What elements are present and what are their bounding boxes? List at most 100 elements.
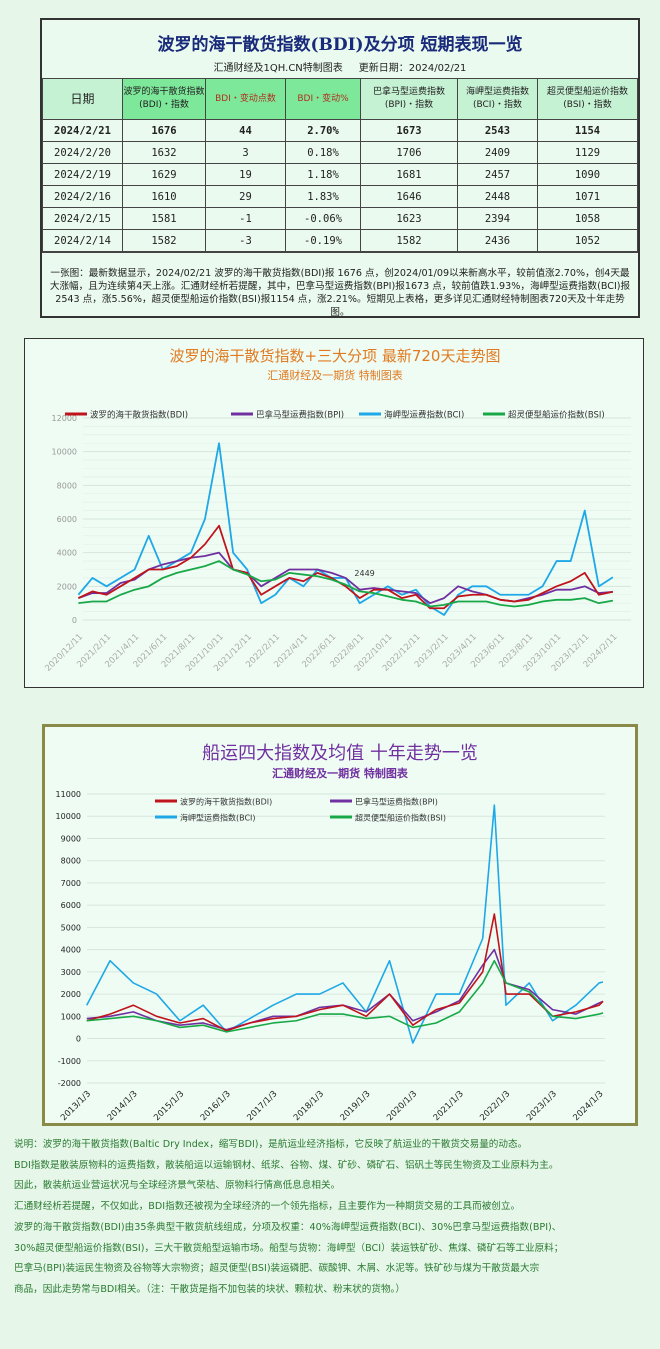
description-line: 说明：波罗的海干散货指数(Baltic Dry Index，缩写BDI)，是航运… [14,1139,528,1150]
table-subtitle: 汇通财经及1QH.CN特制图表 更新日期：2024/02/21 [42,59,638,74]
table-cell: 1129 [537,141,638,164]
table-cell: 2024/2/16 [42,185,123,208]
series-line-bdi [86,913,604,1032]
table-cell: 1623 [360,207,458,230]
description-line: 巴拿马(BPI)装运民生物资及谷物等大宗物资；超灵便型(BSI)装运磷肥、碳酸钾… [14,1263,540,1275]
header-bdi-change-pct: BDI・变动% [285,78,361,120]
table-cell: 1052 [537,229,638,252]
series-line-bsi [78,560,614,608]
bdi-summary-table-panel: 波罗的海干散货指数(BDI)及分项 短期表现一览 汇通财经及1QH.CN特制图表… [40,18,640,318]
series-line-bpi [78,551,613,605]
table-cell: 2409 [457,141,538,164]
table-row: 2024/2/20 1632 3 0.18% 1706 2409 1129 [42,141,638,164]
y-tick-label: 11000 [56,790,81,799]
table-cell: 1.18% [285,163,361,186]
table-cell: 2394 [457,207,538,230]
legend-label-bdi: 波罗的海干散货指数(BDI) [180,797,272,807]
table-cell: 1632 [122,141,206,164]
legend-label-bdi: 波罗的海干散货指数(BDI) [90,410,188,421]
y-tick-label: 1000 [61,1012,81,1021]
table-cell: 44 [205,119,286,142]
table-cell: 1090 [537,163,638,186]
y-tick-label: 0 [72,616,77,625]
y-tick-label: 10000 [56,812,81,821]
table-cell: 2024/2/15 [42,207,123,230]
description: 说明：波罗的海干散货指数(Baltic Dry Index，缩写BDI)，是航运… [14,1135,654,1301]
y-tick-label: 8000 [57,481,77,490]
table-cell: 2543 [457,119,538,142]
table-updated: 更新日期：2024/02/21 [358,63,467,74]
y-tick-label: 12000 [52,414,77,423]
table-cell: 2024/2/20 [42,141,123,164]
table-cell: 1154 [537,119,638,142]
y-tick-label: 2000 [57,582,77,591]
series-line-bpi [86,948,604,1031]
table-cell: 1629 [122,163,206,186]
table-cell: -3 [205,229,286,252]
description-line: 商品，因此走势常与BDI相关。（注：干散货是指不加包装的块状、颗粒状、粉末状的货… [14,1283,405,1295]
x-tick-label: 2021/1/3 [432,1089,466,1123]
table-cell: 2.70% [285,119,361,142]
header-bdi-change: BDI・变动点数 [205,78,286,120]
table-cell: 1071 [537,185,638,208]
table-cell: -0.19% [285,229,361,252]
header-bpi: 巴拿马型运费指数(BPI)・指数 [360,78,458,120]
description-line: 汇通财经析若提醒，不仅如此，BDI指数还被视为全球经济的一个领先指标，且主要作为… [14,1201,521,1213]
table-row: 2024/2/21 1676 44 2.70% 1673 2543 1154 [42,119,638,142]
x-tick-label: 2017/1/3 [245,1089,279,1123]
table-row: 2024/2/14 1582 -3 -0.19% 1582 2436 1052 [42,229,638,252]
y-tick-label: 4000 [57,549,77,558]
table-cell: 2436 [457,229,538,252]
legend-label-bsi: 超灵便型船运价指数(BSI) [355,813,446,823]
series-line-bci [86,804,604,1044]
x-tick-label: 2020/1/3 [385,1089,419,1123]
x-tick-label: 2016/1/3 [199,1089,233,1123]
table-cell: 3 [205,141,286,164]
table-cell: 2024/2/19 [42,163,123,186]
y-tick-label: 10000 [52,448,77,457]
y-tick-label: -1000 [58,1057,81,1066]
legend-label-bci: 海岬型运费指数(BCI) [384,410,464,421]
table-cell: 2024/2/21 [42,119,123,142]
x-tick-label: 2014/1/3 [106,1089,140,1123]
bdi-table: 日期 波罗的海干散货指数(BDI)・指数 BDI・变动点数 BDI・变动% 巴拿… [42,78,638,252]
chart-title: 船运四大指数及均值 十年走势一览 [202,743,478,764]
table-cell: 1706 [360,141,458,164]
table-cell: 1676 [122,119,206,142]
table-cell: 1058 [537,207,638,230]
table-cell: 29 [205,185,286,208]
annotation-label: 2449 [354,569,374,578]
header-bdi: 波罗的海干散货指数(BDI)・指数 [122,78,206,120]
legend-label-bci: 海岬型运费指数(BCI) [180,813,256,823]
y-tick-label: 0 [76,1035,81,1044]
legend-label-bpi: 巴拿马型运费指数(BPI) [355,797,438,807]
table-cell: 19 [205,163,286,186]
table-cell: 1673 [360,119,458,142]
table-row: 2024/2/19 1629 19 1.18% 1681 2457 1090 [42,163,638,186]
table-cell: -0.06% [285,207,361,230]
series-line-bsi [86,959,604,1033]
table-cell: 1581 [122,207,206,230]
y-tick-label: 5000 [61,923,81,932]
table-cell: 2457 [457,163,538,186]
table-cell: 1582 [360,229,458,252]
table-cell: 2448 [457,185,538,208]
x-tick-label: 2018/1/3 [292,1089,326,1123]
table-cell: 1646 [360,185,458,208]
table-cell: 1582 [122,229,206,252]
table-cell: 1.83% [285,185,361,208]
table-row: 2024/2/15 1581 -1 -0.06% 1623 2394 1058 [42,207,638,230]
y-tick-label: -2000 [58,1079,81,1088]
y-tick-label: 8000 [61,857,81,866]
x-tick-label: 2022/1/3 [478,1089,512,1123]
series-line-bci [77,442,614,616]
y-tick-label: 4000 [61,946,81,955]
table-cell: 1681 [360,163,458,186]
header-date: 日期 [42,78,123,120]
header-bci: 海岬型运费指数(BCI)・指数 [457,78,538,120]
legend-label-bpi: 巴拿马型运费指数(BPI) [256,410,344,421]
x-tick-label: 2024/1/3 [571,1089,605,1123]
chart-ten-year: 船运四大指数及均值 十年走势一览 汇通财经及一期货 特制图表 -2000 -1000 0… [42,724,638,1126]
table-cell: 0.18% [285,141,361,164]
